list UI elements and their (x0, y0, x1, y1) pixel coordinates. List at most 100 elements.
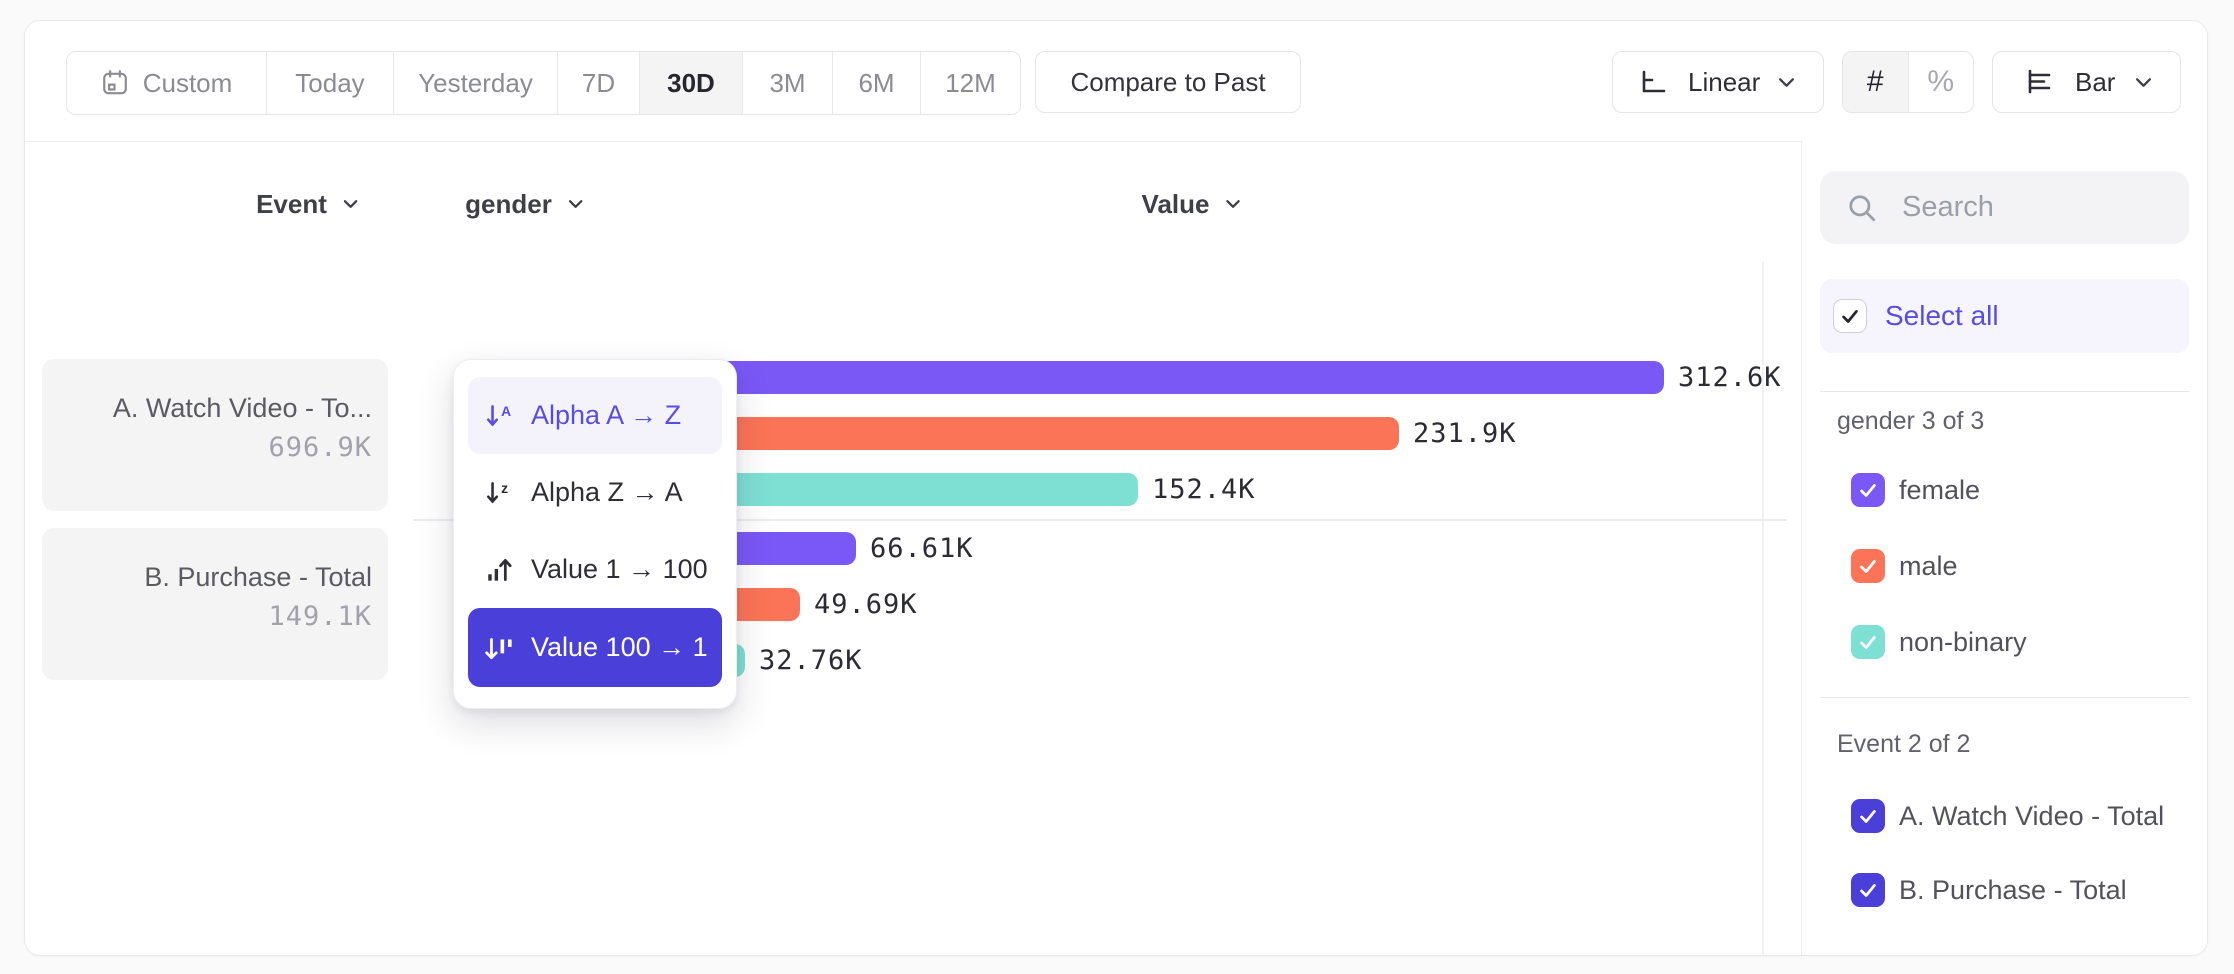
legend-item-label: female (1899, 474, 1981, 505)
select-all-label: Select all (1885, 300, 1999, 331)
sort-alpha-desc-icon: z (484, 477, 516, 509)
sidebar-divider (1820, 697, 2189, 698)
breakdown-column-label: gender (465, 188, 552, 219)
compare-to-past-button[interactable]: Compare to Past (1035, 51, 1301, 113)
date-range-12m[interactable]: 12M (921, 52, 1020, 114)
report-card: Custom Today Yesterday 7D 30D 3M 6M 12M Compare… (24, 20, 2208, 956)
date-range-label: 30D (667, 67, 715, 98)
bar-chart: 312.6K 231.9K 152.4K 66.61K 49.69K 32.76K (637, 141, 1801, 955)
event-card-title: B. Purchase - Total (144, 562, 372, 592)
compare-to-past-label: Compare to Past (1070, 66, 1266, 97)
bar-value-label: 32.76K (759, 645, 863, 676)
bar-segment-male[interactable] (637, 417, 1399, 450)
sort-option-label: Value 1 → 100 (531, 554, 708, 584)
date-range-label: 12M (945, 67, 996, 98)
sidebar-divider (1820, 391, 2189, 392)
legend-checkbox-b-purchase-total[interactable] (1851, 873, 1885, 907)
chevron-down-icon (1778, 77, 1795, 88)
event-card-b-purchase-total[interactable]: B. Purchase - Total 149.1K (42, 528, 388, 680)
chevron-down-icon (1225, 199, 1240, 209)
sort-option-alpha-z-a[interactable]: z Alpha Z → A (468, 454, 722, 531)
legend-checkbox-female[interactable] (1851, 473, 1885, 507)
date-range-control: Custom Today Yesterday 7D 30D 3M 6M 12M (66, 51, 1021, 115)
value-column-label: Value (1141, 188, 1210, 219)
value-column-header[interactable]: Value (1142, 189, 1241, 219)
hash-icon: # (1866, 65, 1884, 98)
sort-alpha-asc-icon: A (484, 400, 516, 432)
date-range-6m[interactable]: 6M (833, 52, 921, 114)
legend-search-box[interactable] (1820, 171, 2189, 244)
date-range-label: 7D (581, 67, 616, 98)
svg-text:A: A (501, 403, 511, 419)
event-card-a-watch-video-total[interactable]: A. Watch Video - To... 696.9K (42, 359, 388, 511)
date-range-label: 6M (858, 67, 895, 98)
legend-checkbox-non-binary[interactable] (1851, 625, 1885, 659)
bar-value-label: 231.9K (1413, 418, 1517, 449)
date-range-yesterday[interactable]: Yesterday (394, 52, 558, 114)
bar-value-label: 312.6K (1678, 362, 1782, 393)
sort-option-label: Alpha A → Z (531, 400, 682, 430)
legend-item-non-binary[interactable]: non-binary (1851, 625, 2207, 659)
absolute-number-toggle[interactable]: # (1843, 52, 1909, 112)
sort-value-asc-icon (484, 554, 516, 586)
legend-group-title-gender-3-of-3: gender 3 of 3 (1837, 407, 1985, 435)
legend-item-female[interactable]: female (1851, 473, 2207, 507)
legend-item-label: male (1899, 550, 1958, 581)
bar-row-a-watch-video-total-male: 231.9K (637, 417, 1517, 450)
toolbar: Custom Today Yesterday 7D 30D 3M 6M 12M Compare… (25, 21, 2207, 142)
date-range-7d[interactable]: 7D (558, 52, 640, 114)
chevron-down-icon (343, 199, 358, 209)
bar-value-label: 152.4K (1152, 474, 1256, 505)
chevron-down-icon (568, 199, 583, 209)
event-group-divider (413, 519, 1787, 521)
select-all-row[interactable]: Select all (1820, 279, 2189, 353)
legend-group-title-event-2-of-2: Event 2 of 2 (1837, 730, 1971, 758)
event-column-label: Event (256, 188, 327, 219)
date-range-3m[interactable]: 3M (743, 52, 833, 114)
sort-option-value-100-1[interactable]: Value 100 → 1 (468, 608, 722, 687)
sort-option-value-1-100[interactable]: Value 1 → 100 (468, 531, 722, 608)
date-range-label: 3M (769, 67, 806, 98)
bar-segment-female[interactable] (637, 361, 1664, 394)
scale-selector-button[interactable]: Linear (1612, 51, 1824, 113)
svg-text:z: z (501, 480, 508, 496)
select-all-checkbox[interactable] (1833, 299, 1867, 333)
legend-groups: gender 3 of 3 female male non-binary Event 2… (1802, 391, 2207, 907)
breakdown-column-header[interactable]: gender (465, 189, 583, 219)
search-icon (1846, 192, 1878, 224)
date-range-custom[interactable]: Custom (67, 52, 267, 114)
legend-checkbox-male[interactable] (1851, 549, 1885, 583)
sort-option-label: Alpha Z → A (531, 477, 683, 507)
sort-option-alpha-a-z[interactable]: A Alpha A → Z (468, 377, 722, 454)
legend-item-male[interactable]: male (1851, 549, 2207, 583)
event-column-header[interactable]: Event (256, 189, 358, 219)
legend-item-a-watch-video-total[interactable]: A. Watch Video - Total (1851, 799, 2207, 833)
legend-sidebar: Select all gender 3 of 3 female male non-bi… (1801, 141, 2207, 955)
sort-value-desc-icon (484, 632, 516, 664)
chevron-down-icon (2135, 77, 2152, 88)
percent-icon: % (1927, 65, 1955, 98)
bar-chart-icon (2021, 67, 2055, 97)
date-range-label: Custom (142, 67, 233, 98)
legend-item-label: non-binary (1899, 626, 2027, 657)
calendar-icon (101, 69, 129, 97)
date-range-today[interactable]: Today (267, 52, 394, 114)
bar-value-label: 49.69K (814, 589, 918, 620)
event-card-total: 149.1K (268, 601, 372, 632)
number-format-toggle: # % (1842, 51, 1974, 113)
sort-menu: A Alpha A → Z z Alpha Z → A Value 1 → 100 Val… (453, 359, 737, 709)
legend-item-b-purchase-total[interactable]: B. Purchase - Total (1851, 873, 2207, 907)
search-input[interactable] (1900, 190, 2144, 225)
event-card-title: A. Watch Video - To... (112, 393, 372, 423)
axis-linear-icon (1634, 67, 1670, 97)
date-range-30d[interactable]: 30D (640, 52, 743, 114)
chart-area: Event gender Value A. Watch Video - To..… (25, 141, 1801, 955)
legend-item-label: B. Purchase - Total (1899, 874, 2127, 905)
scale-selector-label: Linear (1688, 66, 1761, 97)
bar-value-label: 66.61K (870, 533, 974, 564)
date-range-label: Today (295, 67, 365, 98)
legend-checkbox-a-watch-video-total[interactable] (1851, 799, 1885, 833)
percent-toggle[interactable]: % (1909, 52, 1974, 112)
chart-type-selector-label: Bar (2075, 66, 2116, 97)
chart-type-selector-button[interactable]: Bar (1992, 51, 2181, 113)
